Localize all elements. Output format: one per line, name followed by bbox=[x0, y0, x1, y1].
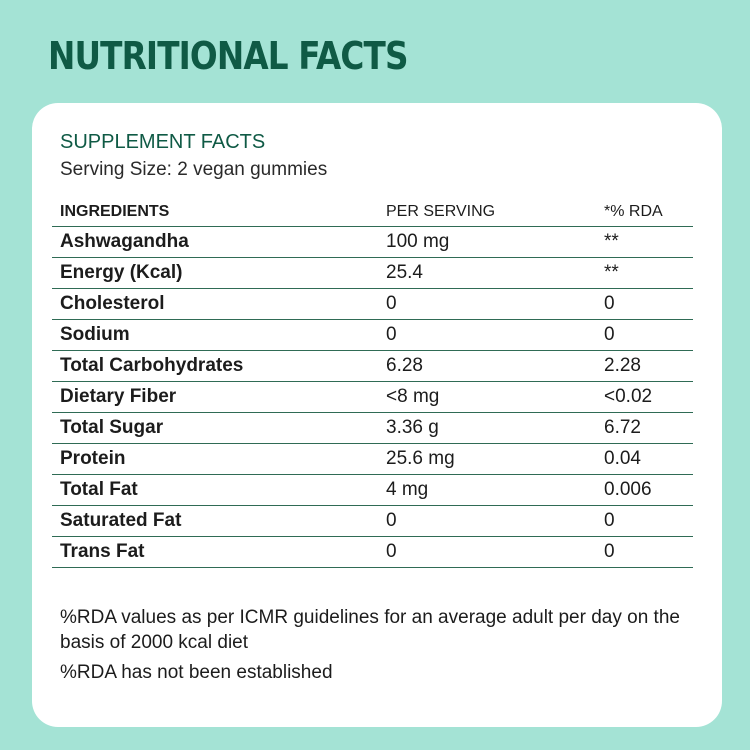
supplement-facts-card: SUPPLEMENT FACTS Serving Size: 2 vegan g… bbox=[32, 103, 722, 727]
table-row: Energy (Kcal) 25.4 ** bbox=[52, 257, 693, 289]
rda-value: 6.72 bbox=[596, 412, 693, 444]
table-row: Total Sugar 3.36 g 6.72 bbox=[52, 412, 693, 444]
table-row: Cholesterol 0 0 bbox=[52, 288, 693, 320]
rda-value: 0 bbox=[596, 536, 693, 568]
nutrition-table: INGREDIENTS PER SERVING *% RDA Ashwagand… bbox=[52, 198, 693, 568]
rda-value: 0 bbox=[596, 505, 693, 537]
per-serving-value: 25.6 mg bbox=[378, 443, 596, 475]
rda-value: ** bbox=[596, 257, 693, 289]
column-header-rda: *% RDA bbox=[596, 198, 693, 227]
rda-value: 0.006 bbox=[596, 474, 693, 506]
per-serving-value: 0 bbox=[378, 319, 596, 351]
table-header-row: INGREDIENTS PER SERVING *% RDA bbox=[52, 198, 693, 227]
rda-value: ** bbox=[596, 226, 693, 258]
table-row: Saturated Fat 0 0 bbox=[52, 505, 693, 537]
table-row: Ashwagandha 100 mg ** bbox=[52, 226, 693, 258]
serving-size: Serving Size: 2 vegan gummies bbox=[60, 159, 328, 180]
rda-value: 0 bbox=[596, 319, 693, 351]
table-row: Total Fat 4 mg 0.006 bbox=[52, 474, 693, 506]
per-serving-value: <8 mg bbox=[378, 381, 596, 413]
table-row: Dietary Fiber <8 mg <0.02 bbox=[52, 381, 693, 413]
ingredient-name: Total Fat bbox=[52, 474, 378, 506]
rda-footnote: %RDA values as per ICMR guidelines for a… bbox=[60, 607, 680, 653]
column-header-ingredients: INGREDIENTS bbox=[52, 198, 378, 227]
rda-value: <0.02 bbox=[596, 381, 693, 413]
ingredient-name: Dietary Fiber bbox=[52, 381, 378, 413]
per-serving-value: 0 bbox=[378, 505, 596, 537]
table-row: Protein 25.6 mg 0.04 bbox=[52, 443, 693, 475]
per-serving-value: 25.4 bbox=[378, 257, 596, 289]
column-header-per-serving: PER SERVING bbox=[378, 198, 596, 227]
table-row: Sodium 0 0 bbox=[52, 319, 693, 351]
ingredient-name: Saturated Fat bbox=[52, 505, 378, 537]
per-serving-value: 100 mg bbox=[378, 226, 596, 258]
table-row: Total Carbohydrates 6.28 2.28 bbox=[52, 350, 693, 382]
rda-not-established-footnote: %RDA has not been established bbox=[60, 662, 333, 683]
per-serving-value: 4 mg bbox=[378, 474, 596, 506]
per-serving-value: 3.36 g bbox=[378, 412, 596, 444]
ingredient-name: Trans Fat bbox=[52, 536, 378, 568]
ingredient-name: Total Carbohydrates bbox=[52, 350, 378, 382]
ingredient-name: Total Sugar bbox=[52, 412, 378, 444]
card-subtitle: SUPPLEMENT FACTS bbox=[60, 131, 266, 153]
ingredient-name: Energy (Kcal) bbox=[52, 257, 378, 289]
per-serving-value: 0 bbox=[378, 536, 596, 568]
per-serving-value: 0 bbox=[378, 288, 596, 320]
ingredient-name: Cholesterol bbox=[52, 288, 378, 320]
ingredient-name: Sodium bbox=[52, 319, 378, 351]
rda-value: 2.28 bbox=[596, 350, 693, 382]
per-serving-value: 6.28 bbox=[378, 350, 596, 382]
rda-value: 0.04 bbox=[596, 443, 693, 475]
ingredient-name: Protein bbox=[52, 443, 378, 475]
page-title: NUTRITIONAL FACTS bbox=[48, 34, 409, 78]
table-row: Trans Fat 0 0 bbox=[52, 536, 693, 568]
ingredient-name: Ashwagandha bbox=[52, 226, 378, 258]
rda-value: 0 bbox=[596, 288, 693, 320]
